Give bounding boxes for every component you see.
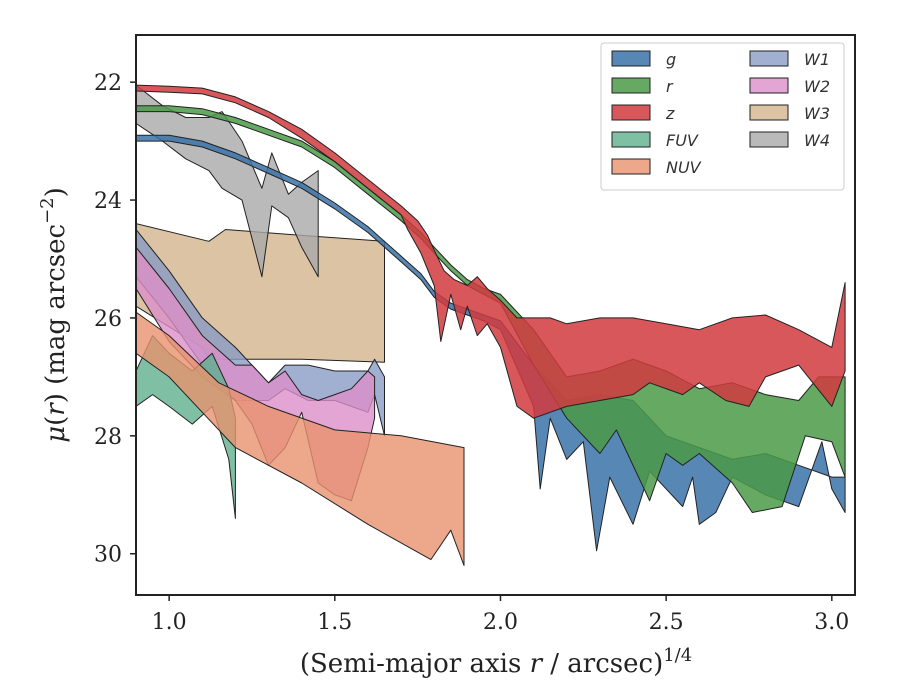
y-tick-label: 26 xyxy=(94,307,122,332)
x-tick-label: 1.0 xyxy=(152,610,187,635)
legend-swatch-nuv xyxy=(611,158,651,175)
legend-swatch-g xyxy=(611,50,651,67)
x-axis-ticks: 1.0 1.5 2.0 2.5 3.0 xyxy=(152,595,849,635)
y-axis-ticks: 22 24 26 28 30 xyxy=(94,71,136,568)
plot-frame xyxy=(135,34,856,596)
y-tick-label: 24 xyxy=(94,189,122,214)
legend-label-w4: W4 xyxy=(804,131,830,150)
legend: grz FUV NUV W1 W2 W3 W4 xyxy=(600,42,845,191)
y-axis-label: μ(r) (mag arcsec−2) xyxy=(37,187,71,443)
x-tick-label: 1.5 xyxy=(317,610,352,635)
legend-swatch-w4 xyxy=(749,131,789,148)
legend-label-nuv: NUV xyxy=(666,158,702,177)
legend-label-w1: W1 xyxy=(804,50,830,69)
x-tick-label: 2.5 xyxy=(649,610,684,635)
legend-swatch-z xyxy=(611,104,651,121)
x-tick-label: 2.0 xyxy=(483,610,518,635)
profile-bands xyxy=(136,84,846,566)
x-tick-label: 3.0 xyxy=(814,610,849,635)
legend-label-w3: W3 xyxy=(804,104,830,123)
legend-swatch-w2 xyxy=(749,77,789,94)
legend-label-r: r xyxy=(666,77,674,96)
y-tick-label: 30 xyxy=(94,543,122,568)
legend-swatch-r xyxy=(611,77,651,94)
legend-label-g: g xyxy=(666,50,676,69)
legend-label-fuv: FUV xyxy=(666,131,699,150)
legend-label-z: z xyxy=(665,104,675,123)
x-axis-label: (Semi-major axis r / arcsec)1/4 xyxy=(300,645,692,679)
band-nuv xyxy=(136,311,465,566)
legend-swatch-fuv xyxy=(611,131,651,148)
legend-swatch-w1 xyxy=(749,50,789,67)
legend-label-w2: W2 xyxy=(804,77,830,96)
legend-swatch-w3 xyxy=(749,104,789,121)
y-tick-label: 28 xyxy=(94,425,122,450)
y-tick-label: 22 xyxy=(94,71,122,96)
band-z xyxy=(136,84,846,419)
